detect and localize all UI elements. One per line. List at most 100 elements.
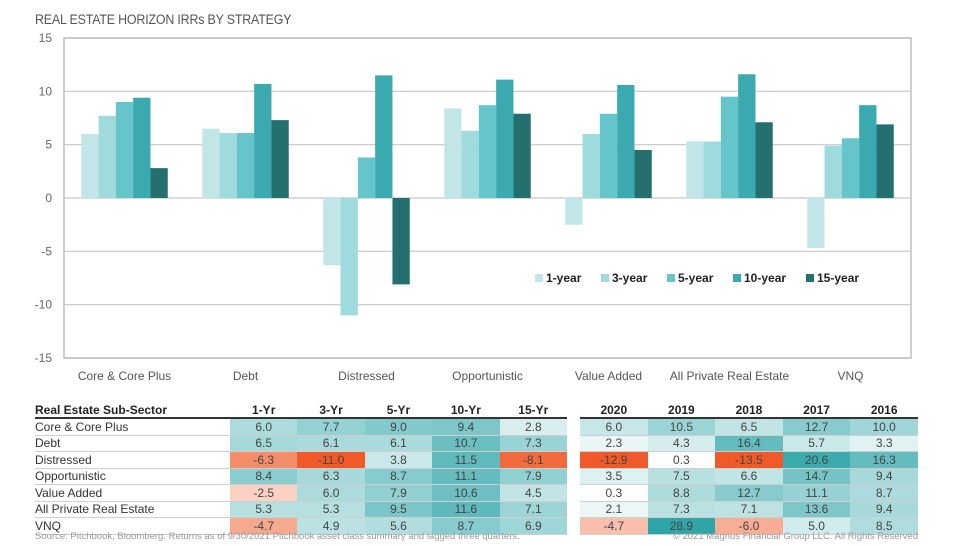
table-cell: 4.9 — [297, 517, 365, 535]
table-cell: 6.1 — [364, 435, 433, 452]
table-row: Distressed -6.3 -11.0 3.8 11.5 -8.1 — [35, 451, 567, 469]
column-header: 2016 — [850, 402, 918, 419]
table-cell: 7.5 — [647, 468, 716, 485]
table-row: -12.9 0.3 -13.5 20.6 16.3 — [580, 451, 918, 469]
bar-3-year-3 — [461, 130, 479, 198]
table-cell: 10.0 — [850, 418, 918, 436]
table-cell: 11.6 — [432, 501, 500, 518]
column-header: 1-Yr — [230, 402, 298, 419]
table-cell: 8.4 — [230, 468, 298, 485]
row-label: Core & Core Plus — [35, 418, 230, 436]
table-cell: 10.7 — [432, 435, 500, 452]
table-cell: 7.3 — [647, 501, 716, 518]
column-header: 5-Yr — [364, 402, 433, 419]
table-cell: 4.5 — [499, 484, 567, 502]
bar-3-year-4 — [582, 134, 600, 198]
column-header: 15-Yr — [499, 402, 567, 419]
table-cell: 4.3 — [647, 435, 716, 452]
table-cell: 5.7 — [782, 435, 851, 452]
x-tick-label: Value Added — [575, 369, 642, 383]
table-cell: 9.4 — [850, 501, 918, 518]
column-header-sector: Real Estate Sub-Sector — [35, 402, 230, 419]
table-cell: 7.1 — [715, 501, 783, 518]
table-cell: 6.0 — [297, 484, 365, 502]
bar-15-year-3 — [513, 113, 531, 198]
table-cell: 6.1 — [297, 435, 365, 452]
table-cell: 5.3 — [230, 501, 298, 518]
bar-3-year-5 — [703, 141, 721, 198]
table-cell: 20.6 — [782, 451, 851, 469]
table-row: Opportunistic 8.4 6.3 8.7 11.1 7.9 — [35, 468, 567, 485]
bar-15-year-1 — [271, 120, 289, 198]
bar-10-year-5 — [738, 74, 756, 198]
legend-swatch-15-year — [806, 274, 814, 282]
bar-10-year-4 — [617, 84, 635, 198]
row-label: Value Added — [35, 484, 230, 502]
table-cell: 10.5 — [647, 418, 716, 436]
table-row: Value Added -2.5 6.0 7.9 10.6 4.5 — [35, 484, 567, 502]
bar-10-year-2 — [375, 75, 393, 198]
table-row: -4.7 28.9 -6.0 5.0 8.5 — [580, 517, 918, 535]
bar-5-year-4 — [599, 113, 618, 198]
bar-5-year-2 — [357, 157, 376, 198]
table-cell: 8.7 — [850, 484, 918, 502]
bar-5-year-6 — [841, 138, 860, 198]
table-cell: 7.9 — [364, 484, 433, 502]
x-tick-label: Debt — [233, 369, 259, 383]
table-cell: 6.0 — [230, 418, 298, 436]
x-axis-labels: Core & Core Plus Debt Distressed Opportunis… — [78, 369, 864, 383]
calendar-year-table: 2020 2019 2018 2017 2016 6.0 10.5 6.5 12.7 10.0 2… — [580, 402, 918, 535]
column-header: 10-Yr — [432, 402, 500, 419]
sub-sector-horizon-table: Real Estate Sub-Sector 1-Yr 3-Yr 5-Yr 10-Yr 1… — [35, 402, 567, 535]
table-cell: 11.1 — [782, 484, 851, 502]
table-cell: 7.9 — [499, 468, 567, 485]
table-cell: 0.3 — [580, 484, 648, 502]
table-cell: -2.5 — [230, 484, 298, 502]
bar-10-year-6 — [859, 105, 877, 198]
table-row: 0.3 8.8 12.7 11.1 8.7 — [580, 484, 918, 502]
table-row: 2.1 7.3 7.1 13.6 9.4 — [580, 501, 918, 518]
column-header: 2020 — [580, 402, 648, 419]
table-row: 2.3 4.3 16.4 5.7 3.3 — [580, 435, 918, 452]
bar-10-year-1 — [254, 83, 272, 198]
table-cell: -8.1 — [499, 451, 567, 469]
table-cell: -13.5 — [715, 451, 783, 469]
row-label: Distressed — [35, 451, 230, 469]
table-cell: 9.4 — [850, 468, 918, 485]
table-cell: 13.6 — [782, 501, 851, 518]
bar-3-year-2 — [340, 198, 358, 316]
row-label: All Private Real Estate — [35, 501, 230, 518]
column-header: 2019 — [647, 402, 716, 419]
table-cell: 6.9 — [499, 517, 567, 535]
x-tick-label: Opportunistic — [452, 369, 523, 383]
table-cell: 6.6 — [715, 468, 783, 485]
bar-15-year-4 — [634, 150, 652, 198]
table-cell: 12.7 — [715, 484, 783, 502]
y-tick-label: -10 — [35, 298, 53, 312]
table-cell: -6.3 — [230, 451, 298, 469]
table-cell: 8.8 — [647, 484, 716, 502]
legend-swatch-1-year — [535, 274, 543, 282]
legend-label-1-year: 1-year — [546, 271, 582, 285]
bar-1-year-0 — [81, 134, 99, 198]
table-cell: 9.5 — [364, 501, 433, 518]
y-axis-ticks: 15 10 5 0 -5 -10 -15 — [35, 31, 53, 365]
table-cell: 5.6 — [364, 517, 433, 535]
legend-swatch-3-year — [601, 274, 609, 282]
bar-chart: 15 10 5 0 -5 -10 -15 Core & Core Plus Debt Distr… — [35, 31, 912, 383]
table-cell: 7.3 — [499, 435, 567, 452]
table-cell: 2.8 — [499, 418, 567, 436]
column-header: 3-Yr — [297, 402, 365, 419]
bar-15-year-5 — [755, 122, 773, 198]
row-label: VNQ — [35, 517, 230, 535]
table-cell: -11.0 — [297, 451, 365, 469]
table-cell: 9.4 — [432, 418, 500, 436]
bar-5-year-3 — [478, 105, 497, 198]
table-cell: 5.3 — [297, 501, 365, 518]
bar-5-year-5 — [720, 96, 739, 198]
row-label: Debt — [35, 435, 230, 452]
table-cell: 7.7 — [297, 418, 365, 436]
y-tick-label: 10 — [39, 84, 53, 98]
y-tick-label: -5 — [41, 244, 52, 258]
plot-frame — [63, 37, 912, 359]
